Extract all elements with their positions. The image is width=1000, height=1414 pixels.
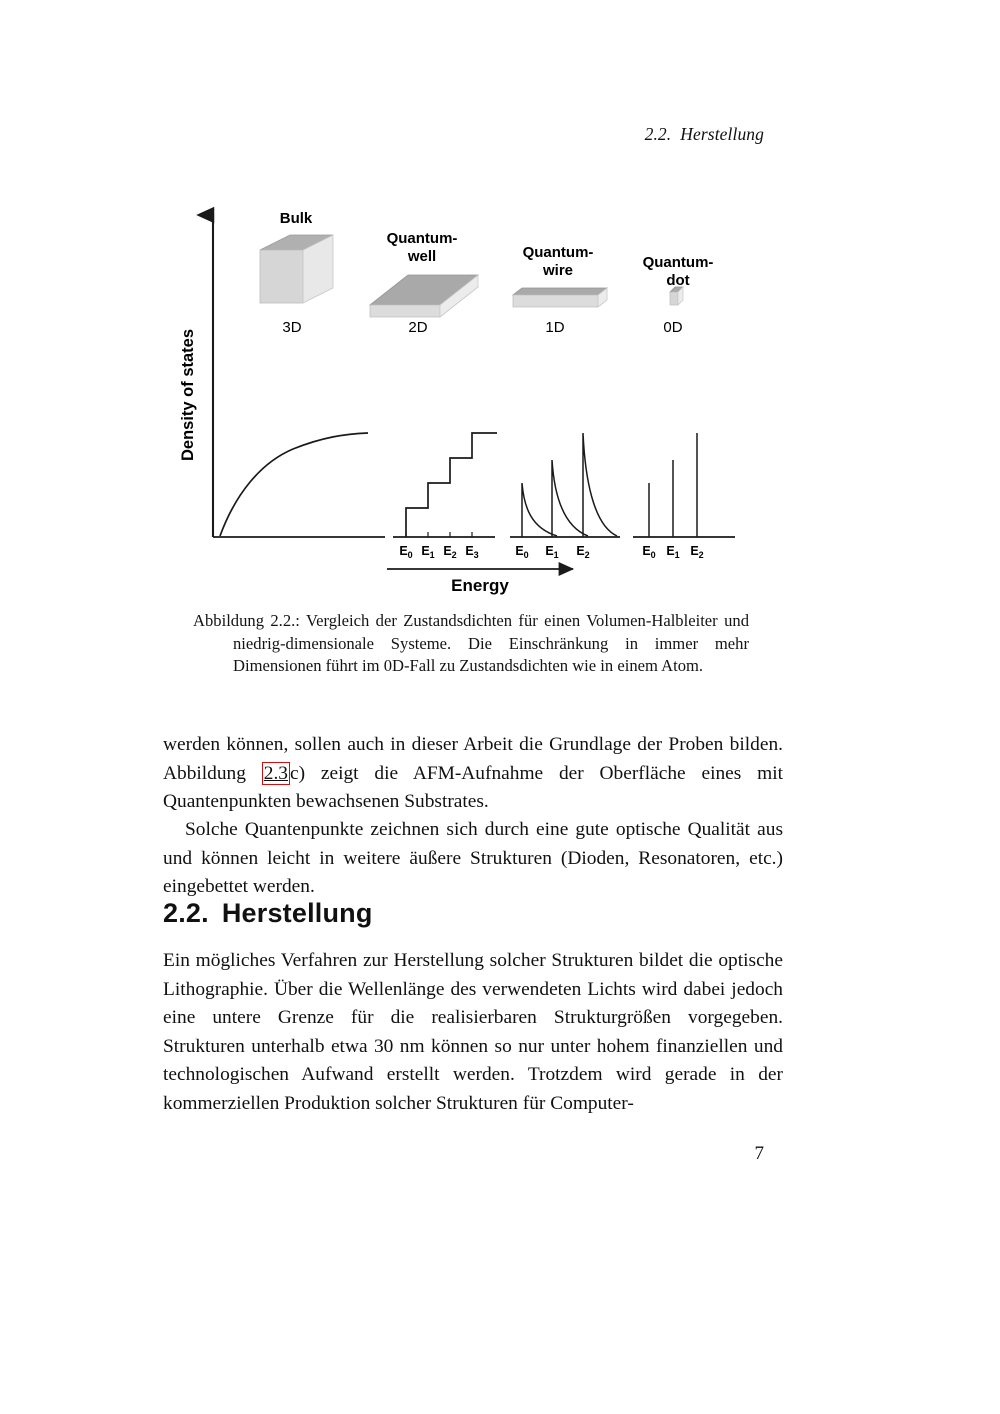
page-number: 7 — [754, 1143, 765, 1164]
shape-bulk-cube — [259, 234, 334, 304]
tick-label-1d-e2: E2 — [576, 544, 589, 560]
section-heading-number: 2.2. — [163, 898, 209, 928]
label-quantum-well-line1: Quantum- — [387, 230, 458, 247]
tick-label-1d-e0: E0 — [515, 544, 528, 560]
paragraph-1-after: c) zeigt die AFM-Aufnahme der Oberfläche… — [163, 762, 783, 813]
shape-quantum-well-slab — [368, 274, 480, 318]
tick-label-1d-e1: E1 — [545, 544, 558, 560]
label-quantum-wire-line1: Quantum- — [523, 244, 594, 261]
paragraph-1-before: werden können, sollen auch in dieser Arb… — [163, 734, 783, 784]
paragraph-continuation: werden können, sollen auch in dieser Arb… — [163, 731, 783, 817]
label-quantum-dot-line2: dot — [666, 272, 689, 289]
label-quantum-wire-line2: wire — [542, 262, 573, 279]
dos-curve-2d: E0 E1 E2 E3 — [393, 432, 497, 560]
paragraph-lithographie: Ein mögliches Verfahren zur Herstellung … — [163, 947, 783, 1119]
dimension-2d: 2D — [408, 319, 427, 336]
tick-label-2d-e0: E0 — [399, 544, 412, 560]
dos-curve-1d: E0 E1 E2 — [510, 432, 620, 560]
tick-label-2d-e2: E2 — [443, 544, 456, 560]
shape-quantum-wire-bar — [511, 287, 609, 308]
figure-2-2: Density of states Bulk 3D Quantum- well … — [165, 195, 785, 595]
figure-caption: Abbildung 2.2.: Vergleich der Zustandsdi… — [193, 610, 749, 678]
dimension-1d: 1D — [545, 319, 564, 336]
y-axis-label: Density of states — [179, 329, 197, 461]
paragraph-3-text: Ein mögliches Verfahren zur Herstellung … — [163, 950, 783, 1114]
paragraph-2-text: Solche Quantenpunkte zeichnen sich durch… — [163, 819, 783, 898]
x-axis-label: Energy — [451, 576, 509, 595]
section-heading-herstellung: 2.2. Herstellung — [163, 898, 373, 929]
tick-label-0d-e2: E2 — [690, 544, 703, 560]
label-bulk: Bulk — [280, 210, 313, 227]
caption-label: Abbildung 2.2.: — [193, 611, 300, 630]
dimension-0d: 0D — [663, 319, 682, 336]
tick-label-2d-e3: E3 — [465, 544, 478, 560]
dos-curve-0d: E0 E1 E2 — [633, 433, 735, 560]
running-header: 2.2. Herstellung — [0, 124, 764, 145]
tick-label-0d-e1: E1 — [666, 544, 679, 560]
running-header-number: 2.2. — [644, 124, 672, 144]
tick-label-0d-e0: E0 — [642, 544, 655, 560]
figure-reference-link[interactable]: 2.3 — [261, 761, 291, 785]
paragraph-quantum-dots: Solche Quantenpunkte zeichnen sich durch… — [163, 816, 783, 902]
running-header-title: Herstellung — [680, 124, 764, 144]
dos-curve-3d — [213, 432, 385, 538]
section-heading-title: Herstellung — [221, 898, 373, 928]
dimension-3d: 3D — [282, 319, 301, 336]
shape-quantum-dot-cube — [669, 286, 684, 306]
caption-text: Vergleich der Zustandsdichten für einen … — [233, 611, 749, 676]
label-quantum-well-line2: well — [407, 248, 436, 265]
tick-label-2d-e1: E1 — [421, 544, 434, 560]
label-quantum-dot-line1: Quantum- — [643, 254, 714, 271]
